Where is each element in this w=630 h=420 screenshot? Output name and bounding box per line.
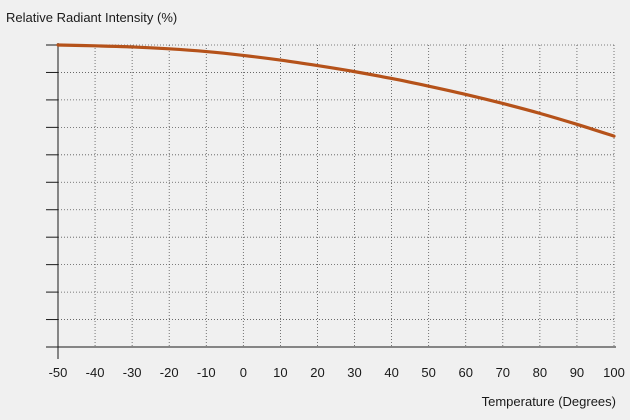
x-axis-title: Temperature (Degrees) <box>482 394 616 409</box>
x-tick-label: -50 <box>49 365 68 380</box>
series-group <box>56 43 616 138</box>
x-tick-label: 0 <box>240 365 247 380</box>
x-tick-label: -20 <box>160 365 179 380</box>
x-tick-label: 50 <box>421 365 435 380</box>
x-tick-label: 70 <box>496 365 510 380</box>
x-tick-label: 90 <box>570 365 584 380</box>
x-tick-label: -10 <box>197 365 216 380</box>
x-tick-label: 20 <box>310 365 324 380</box>
x-tick-label: 100 <box>603 365 625 380</box>
x-tick-label: 80 <box>533 365 547 380</box>
x-tick-labels: -50 -40 -30 -20 -10 0 10 20 30 40 50 60 70 80 90 100 <box>49 365 625 380</box>
x-tick-label: 30 <box>347 365 361 380</box>
x-tick-label: -40 <box>86 365 105 380</box>
series-line <box>56 43 616 138</box>
y-axis-title: Relative Radiant Intensity (%) <box>6 10 177 25</box>
x-tick-label: 60 <box>458 365 472 380</box>
y-tick-marks <box>46 44 58 348</box>
x-tick-label: -30 <box>123 365 142 380</box>
x-tick-label: 40 <box>384 365 398 380</box>
grid <box>58 44 615 347</box>
x-tick-label: 10 <box>273 365 287 380</box>
